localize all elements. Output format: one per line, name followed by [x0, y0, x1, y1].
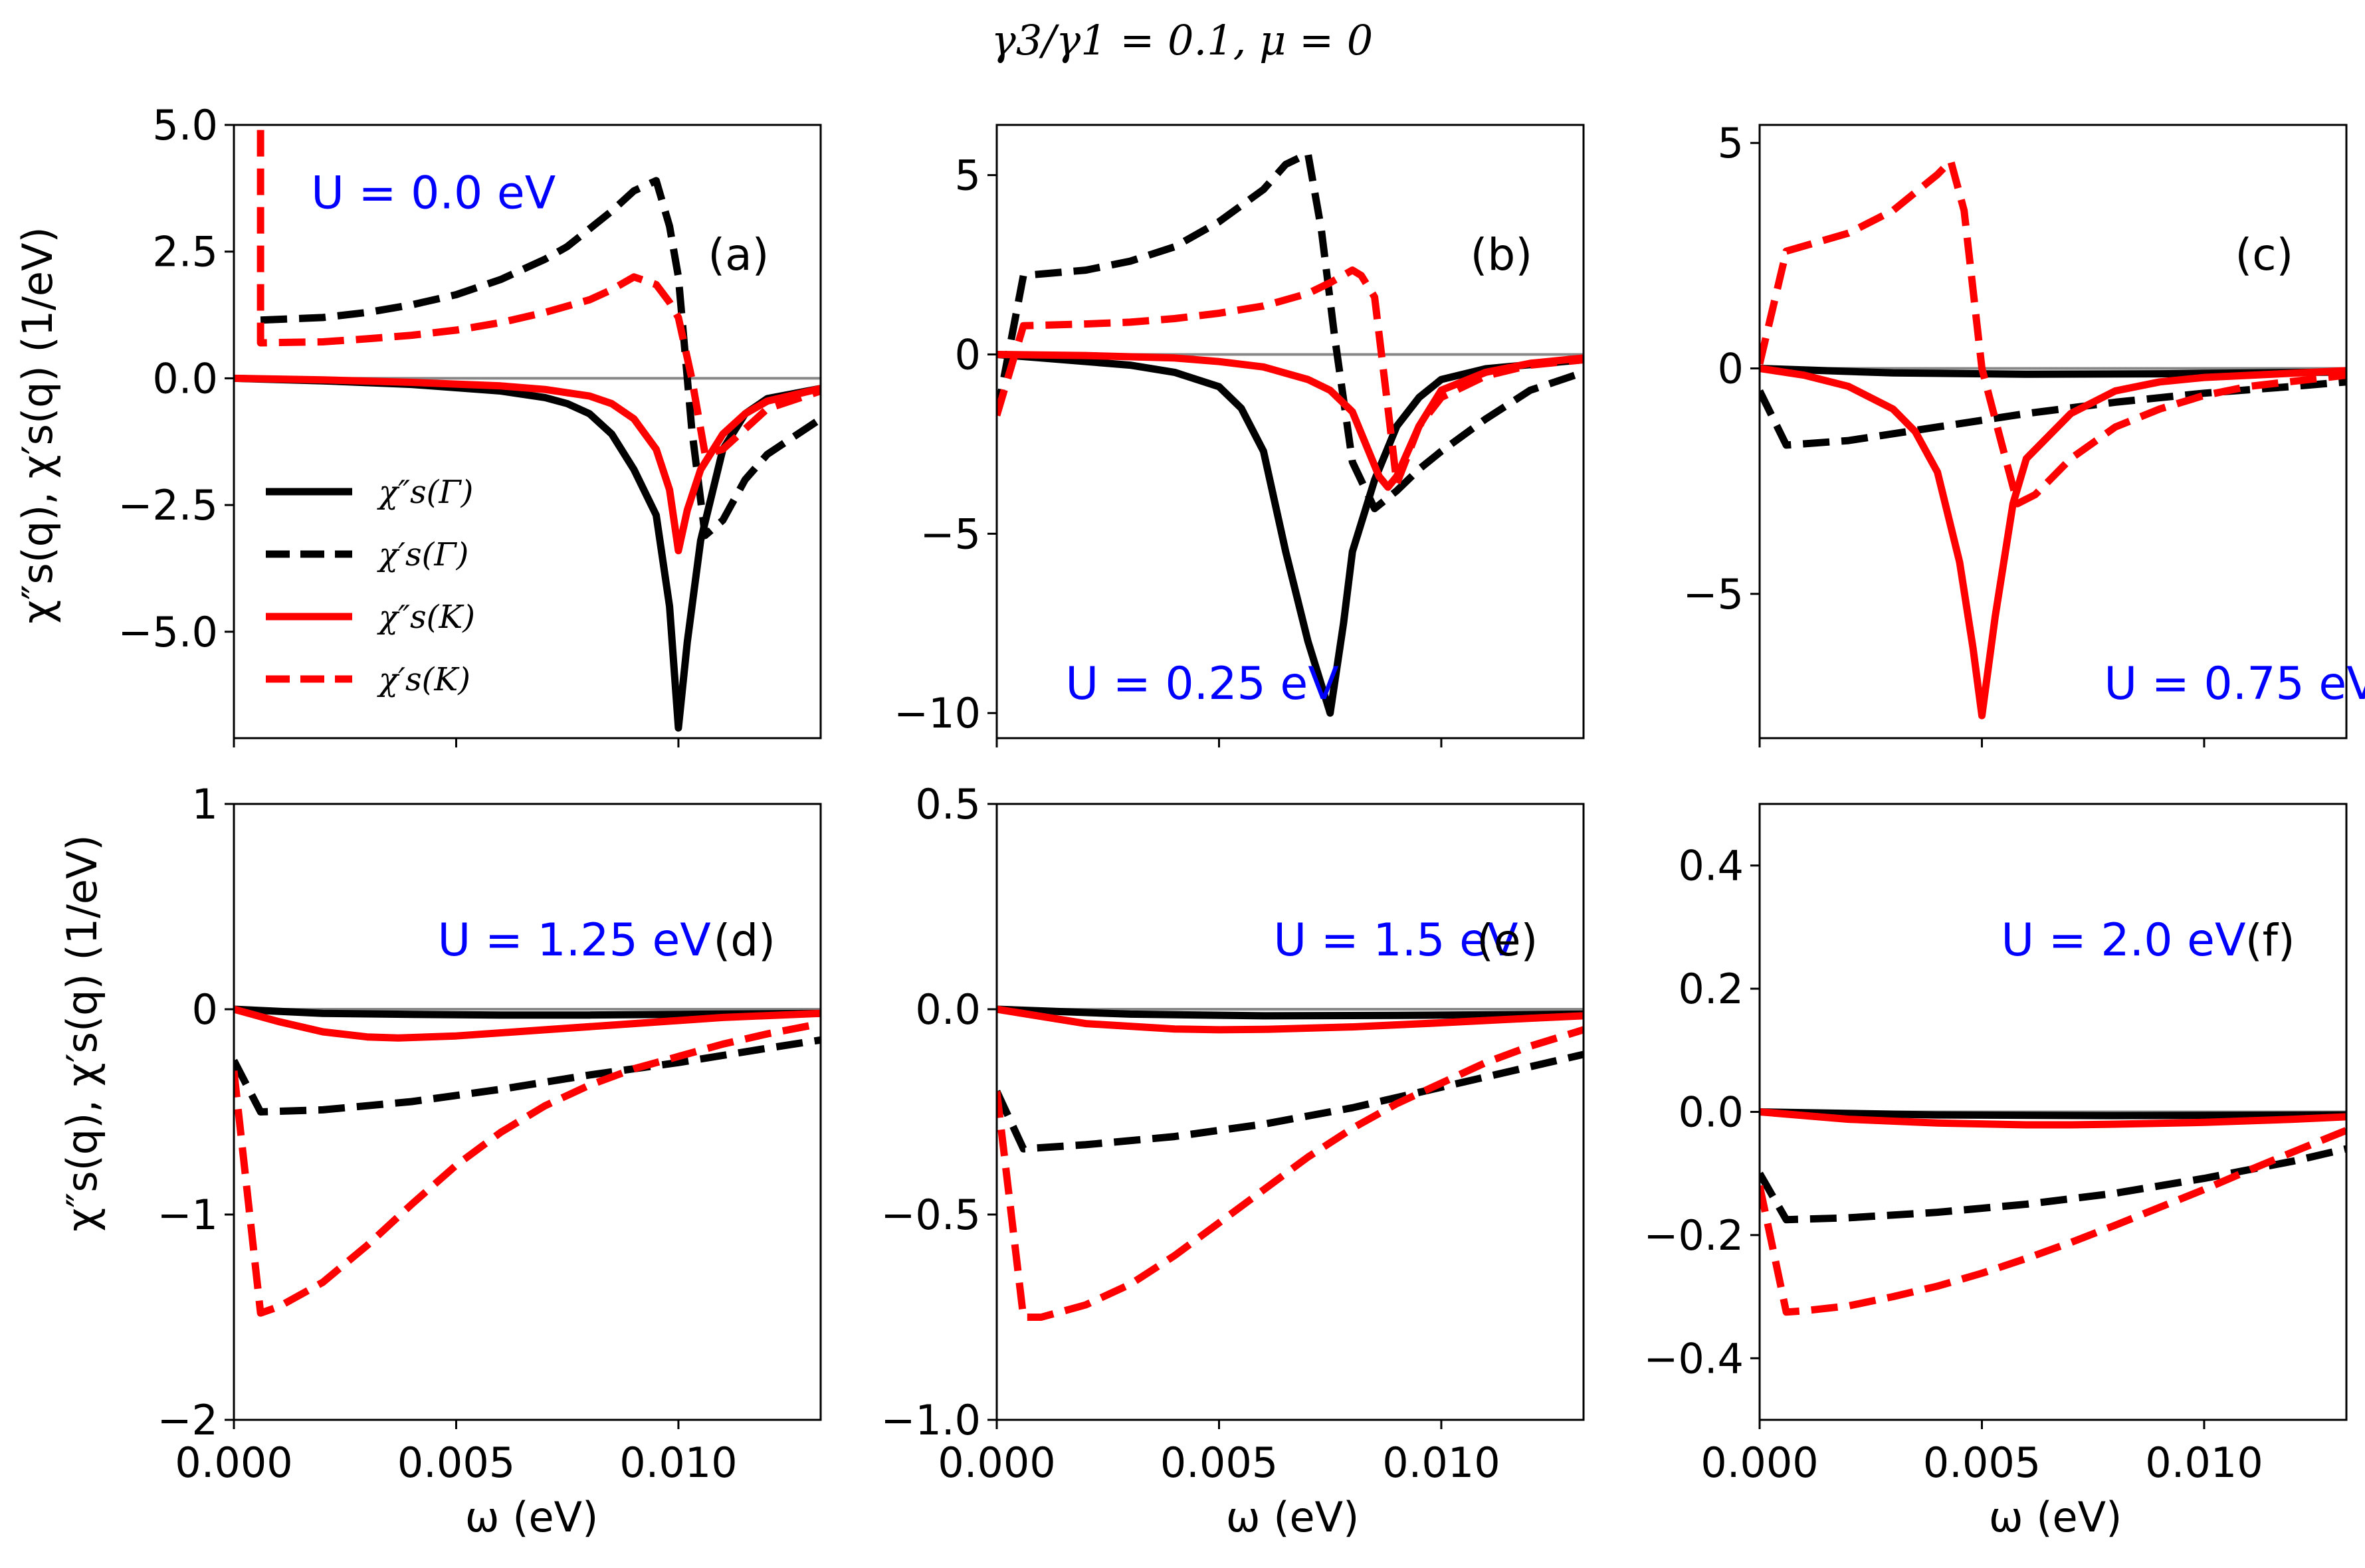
- ytick-label-d-2: −1: [157, 1191, 218, 1239]
- ytick-label-a-3: −2.5: [118, 481, 218, 530]
- axes-frame-d: [233, 803, 822, 1421]
- series-d-1: [234, 1036, 821, 1116]
- series-c-3: [1760, 157, 2346, 508]
- series-e-1: [997, 1050, 1584, 1153]
- u-annotation-e: U = 1.5 eV: [1273, 914, 1518, 967]
- series-f-2: [1760, 1108, 2346, 1129]
- u-annotation-f: U = 2.0 eV: [2001, 914, 2245, 967]
- series-f-3: [1760, 1127, 2346, 1316]
- ytick-label-d-3: −2: [157, 1396, 218, 1444]
- series-e-2: [997, 1005, 1584, 1034]
- ytick-label-b-0: 5: [955, 151, 981, 200]
- panel-tag-b: (b): [1471, 229, 1532, 280]
- axes-frame-a: [233, 124, 822, 739]
- y-axis-label-top: χ″s(q), χ′s(q) (1/eV): [13, 227, 62, 623]
- x-axis-label-e: ω (eV): [1226, 1493, 1360, 1541]
- panel-a: 5.0 2.5 0.0 −2.5 −5.0 U = 0.0 eV (a): [118, 101, 822, 747]
- ytick-label-d-0: 1: [192, 780, 218, 829]
- series-c-1: [1760, 378, 2346, 449]
- panel-tag-a: (a): [708, 229, 769, 280]
- axes-frame-e: [995, 803, 1585, 1421]
- series-d-3: [234, 1020, 821, 1317]
- ytick-label-c-0: 5: [1718, 119, 1744, 167]
- series-a-3: [257, 130, 821, 458]
- u-annotation-c: U = 0.75 eV: [2104, 658, 2365, 710]
- series-c-2: [1760, 365, 2346, 720]
- xtick-label-d-2: 0.010: [619, 1438, 738, 1487]
- panel-f: 0.4 0.2 0.0 −0.2 −0.4 0.000 0.005 0.010 U = 2.0 …: [1643, 803, 2348, 1487]
- u-annotation-b: U = 0.25 eV: [1065, 658, 1338, 710]
- ytick-label-e-0: 0.5: [915, 780, 981, 829]
- ytick-label-f-1: 0.2: [1678, 965, 1744, 1013]
- series-e-0: [997, 1005, 1584, 1020]
- series-a-1: [260, 177, 821, 539]
- xtick-label-d-0: 0.000: [175, 1438, 293, 1487]
- series-e-3: [997, 1026, 1584, 1321]
- panel-tag-e: (e): [1477, 915, 1538, 966]
- panel-d: 1 0 −1 −20.000 0.005 0.010 U = 1.25 eV (d): [157, 780, 822, 1487]
- ytick-label-a-4: −5.0: [118, 608, 218, 656]
- legend-label-3: χ′s(K): [377, 661, 470, 698]
- ytick-label-f-3: −0.2: [1643, 1211, 1744, 1260]
- series-b-1: [997, 149, 1584, 512]
- xtick-label-f-2: 0.010: [2145, 1438, 2263, 1487]
- legend-label-1: χ′s(Γ): [377, 536, 468, 573]
- ytick-label-b-3: −10: [894, 689, 981, 737]
- ytick-label-a-2: 0.0: [152, 354, 218, 403]
- panel-tag-f: (f): [2245, 915, 2295, 966]
- ytick-label-b-1: 0: [955, 330, 981, 379]
- xtick-label-e-2: 0.010: [1382, 1438, 1500, 1487]
- ytick-label-e-2: −0.5: [880, 1191, 981, 1239]
- series-a-2: [234, 374, 821, 555]
- legend: χ″s(Γ) χ′s(Γ) χ″s(K) χ′s(K): [266, 474, 475, 698]
- series-f-0: [1760, 1108, 2346, 1120]
- ytick-label-e-3: −1.0: [880, 1396, 981, 1444]
- figure-title: γ3/γ1 = 0.1, μ = 0: [991, 16, 1373, 64]
- ytick-label-c-1: 0: [1718, 344, 1744, 393]
- ytick-label-e-1: 0.0: [915, 985, 981, 1034]
- legend-label-0: χ″s(Γ): [377, 474, 473, 511]
- series-b-0: [997, 351, 1584, 717]
- legend-label-2: χ″s(K): [377, 599, 475, 636]
- axes-frame-b: [995, 124, 1585, 739]
- ytick-label-c-2: −5: [1683, 570, 1744, 619]
- panel-tag-c: (c): [2235, 229, 2293, 280]
- ytick-label-d-1: 0: [192, 985, 218, 1034]
- ytick-label-f-0: 0.4: [1678, 842, 1744, 890]
- ytick-label-f-4: −0.4: [1643, 1334, 1744, 1383]
- ytick-label-a-1: 2.5: [152, 228, 218, 276]
- series-b-3: [997, 266, 1584, 488]
- series-d-0: [234, 1005, 821, 1019]
- xtick-label-f-0: 0.000: [1700, 1438, 1819, 1487]
- panel-e: 0.5 0.0 −0.5 −1.00.000 0.005 0.010 U = 1.5 eV(…: [880, 780, 1585, 1487]
- y-axis-label-bottom: χ″s(q), χ′s(q) (1/eV): [58, 834, 106, 1231]
- series-b-2: [997, 351, 1584, 491]
- ytick-label-a-0: 5.0: [152, 101, 218, 149]
- xtick-label-d-1: 0.005: [397, 1438, 516, 1487]
- panel-tag-d: (d): [714, 915, 775, 966]
- x-axis-label-f: ω (eV): [1989, 1493, 2122, 1541]
- xtick-label-e-1: 0.005: [1160, 1438, 1279, 1487]
- u-annotation-d: U = 1.25 eV: [437, 914, 710, 967]
- panel-b: 5 0 −5 −10 U = 0.25 eV (b): [894, 124, 1585, 747]
- x-axis-label-d: ω (eV): [465, 1493, 599, 1541]
- u-annotation-a: U = 0.0 eV: [311, 167, 556, 220]
- xtick-label-f-1: 0.005: [1923, 1438, 2041, 1487]
- ytick-label-b-2: −5: [920, 510, 981, 558]
- xtick-label-e-0: 0.000: [938, 1438, 1056, 1487]
- series-d-2: [234, 1005, 821, 1042]
- panel-c: 5 0 −5 U = 0.75 eV (c): [1683, 119, 2365, 747]
- ytick-label-f-2: 0.0: [1678, 1088, 1744, 1137]
- series-f-1: [1760, 1145, 2346, 1224]
- axes-frame-c: [1758, 124, 2348, 739]
